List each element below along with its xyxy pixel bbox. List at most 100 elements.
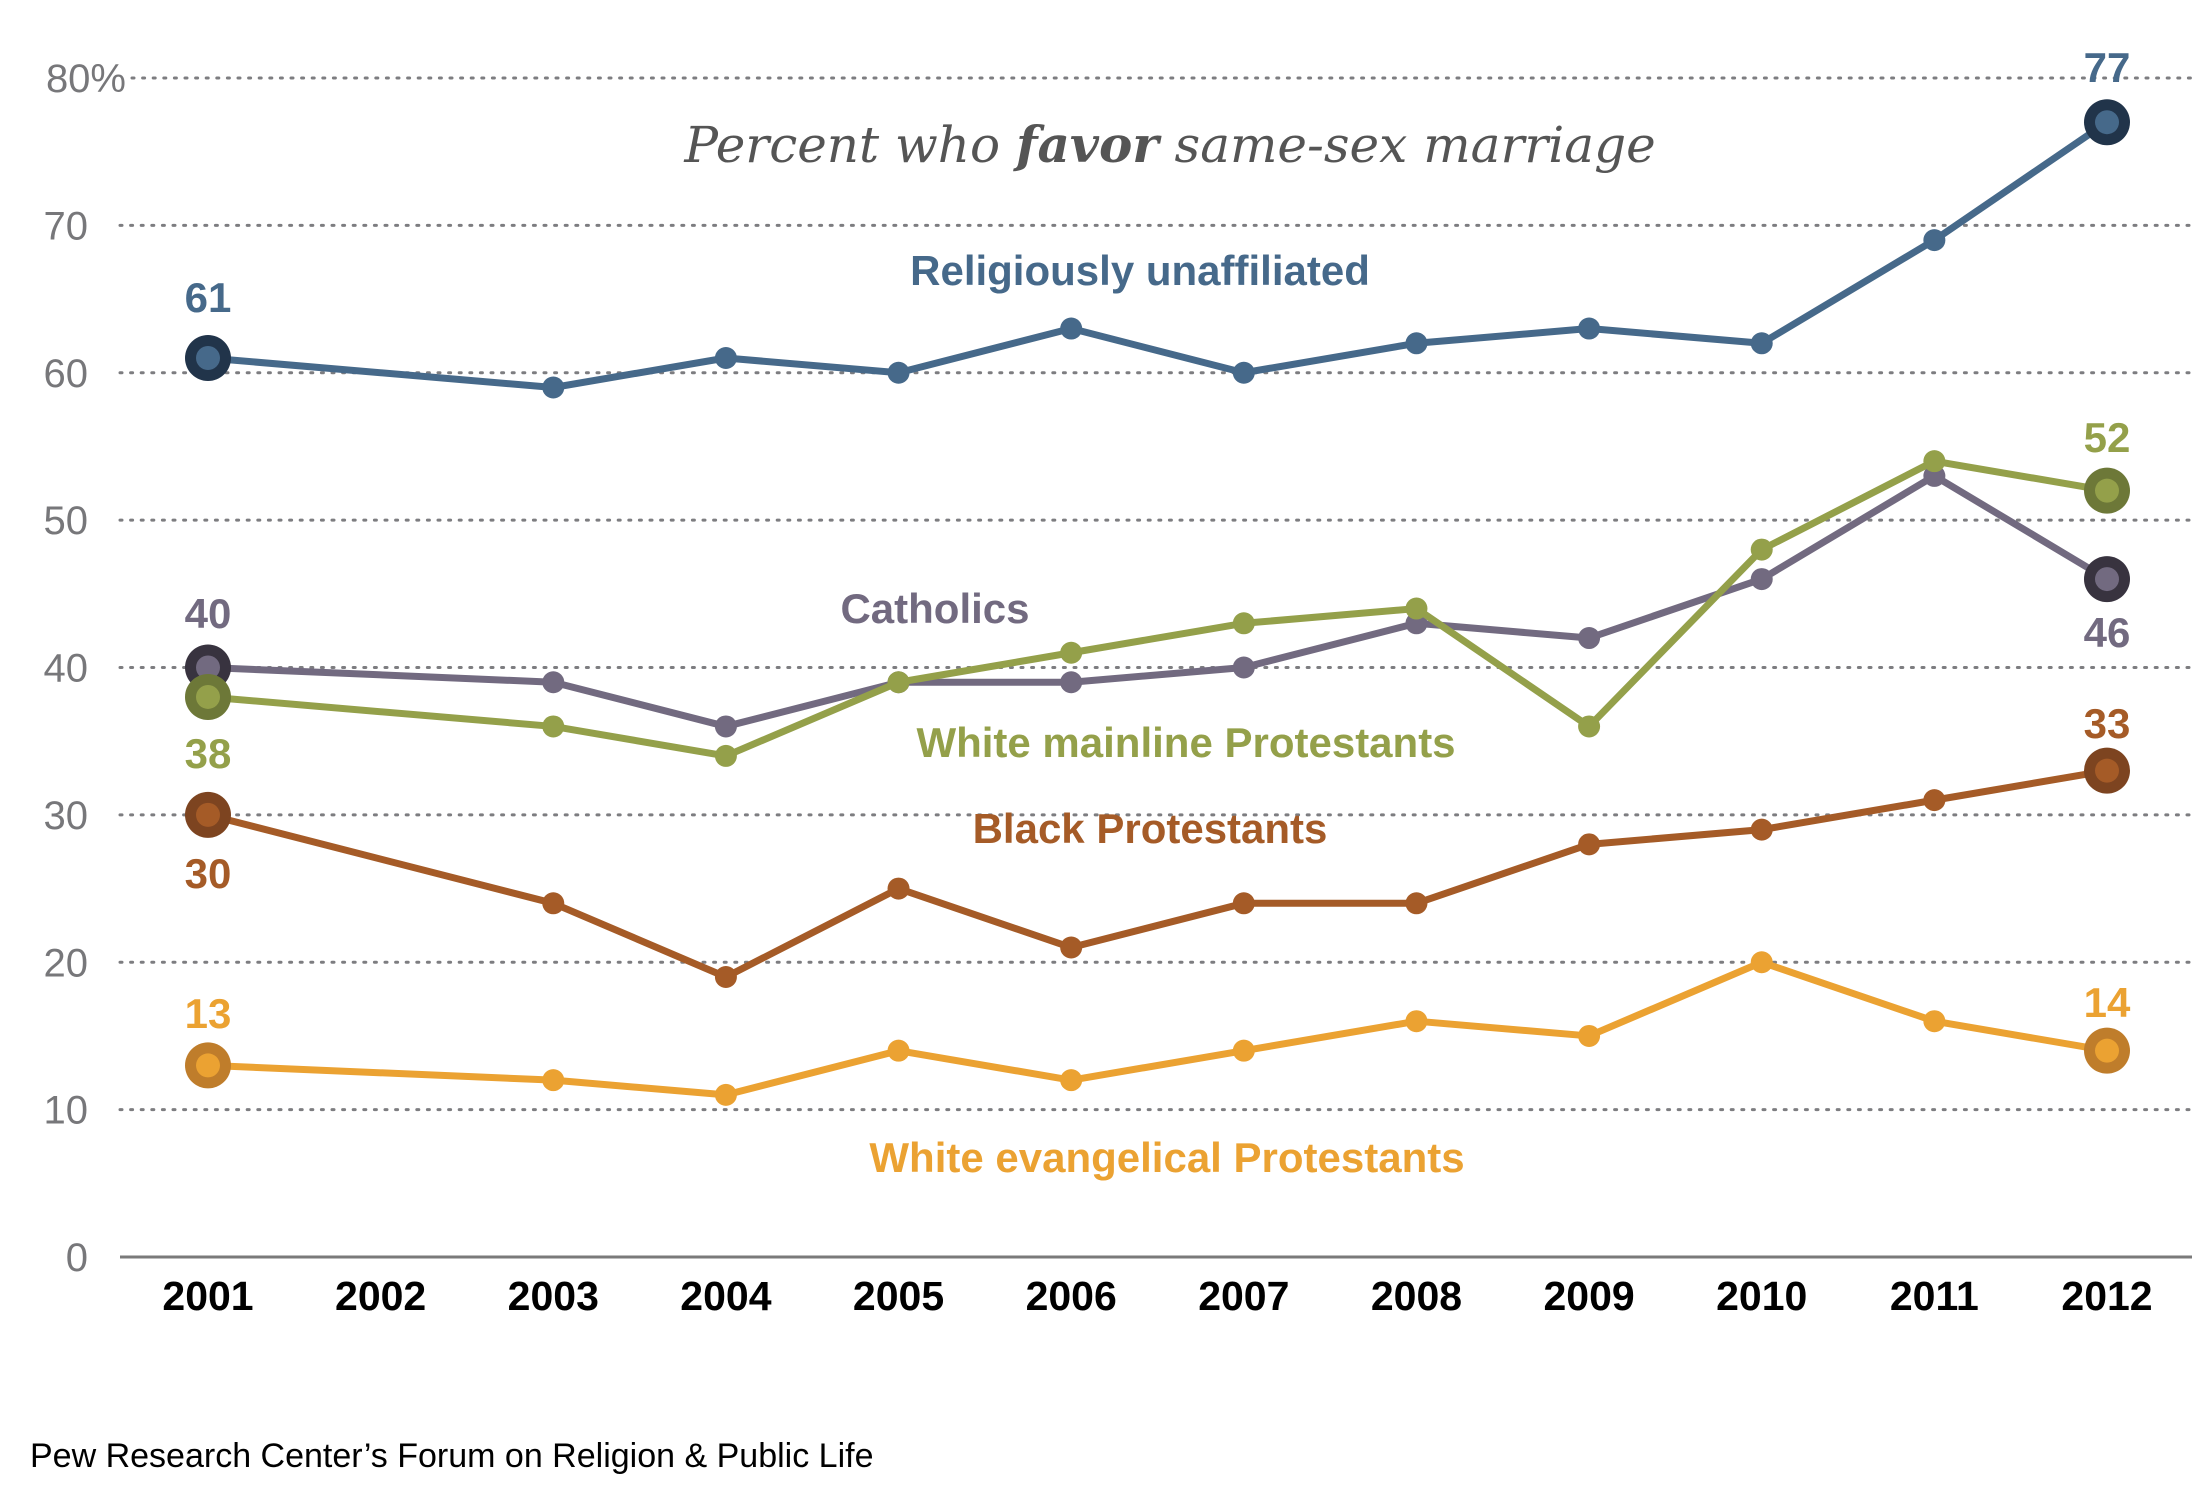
- y-tick-label: 50: [44, 499, 89, 543]
- endpoint-marker-inner: [196, 1053, 220, 1078]
- endpoint-marker-inner: [196, 655, 220, 680]
- endpoint-marker-inner: [196, 684, 220, 709]
- data-point: [542, 376, 565, 399]
- data-point: [1060, 671, 1083, 694]
- data-point: [542, 1069, 565, 1092]
- series-labels: Religiously unaffiliated 61 77 Catholics 40 4…: [185, 44, 2131, 1181]
- x-tick-label: 2006: [1026, 1273, 1117, 1319]
- data-point: [887, 877, 910, 900]
- start-value-label: 30: [185, 850, 232, 897]
- endpoint-marker-inner: [2095, 110, 2119, 135]
- series-label-evangelical: White evangelical Protestants: [869, 1134, 1464, 1181]
- data-point: [1405, 597, 1428, 620]
- data-point: [1405, 1010, 1428, 1033]
- start-value-label: 61: [185, 274, 232, 321]
- end-value-label: 46: [2084, 609, 2131, 656]
- title-text: same-sex marriage: [1159, 116, 1656, 174]
- endpoint-marker-inner: [2095, 758, 2119, 783]
- data-point: [1060, 641, 1083, 664]
- x-tick-label: 2009: [1543, 1273, 1634, 1319]
- series-label-catholics: Catholics: [840, 585, 1029, 632]
- data-point: [1232, 656, 1255, 679]
- x-tick-label: 2002: [335, 1273, 426, 1319]
- series-line-catholics: [207, 472, 2109, 730]
- data-point: [714, 744, 737, 767]
- data-point: [1578, 833, 1601, 856]
- data-point: [1405, 892, 1428, 915]
- series-group: [185, 99, 2130, 1106]
- series-label-mainline: White mainline Protestants: [916, 719, 1455, 766]
- y-tick-label: 60: [44, 352, 89, 396]
- data-point: [887, 1039, 910, 1062]
- y-tick-label: 80%: [46, 57, 126, 101]
- data-point: [1923, 450, 1946, 473]
- end-value-label: 14: [2084, 979, 2131, 1026]
- data-point: [714, 965, 737, 988]
- start-value-label: 13: [185, 990, 232, 1037]
- y-tick-label: 30: [44, 794, 89, 838]
- chart-title: Percent who favor same-sex marriage: [683, 115, 1655, 174]
- y-tick-label: 20: [44, 941, 89, 985]
- data-point: [1578, 627, 1601, 650]
- endpoint-marker-inner: [2095, 1038, 2119, 1063]
- series-label-unaffiliated: Religiously unaffiliated: [910, 247, 1370, 294]
- data-point: [1578, 317, 1601, 340]
- data-point: [1232, 361, 1255, 384]
- gridlines: [118, 76, 2194, 1112]
- data-point: [1578, 715, 1601, 738]
- data-point: [1750, 818, 1773, 841]
- data-point: [1750, 951, 1773, 974]
- series-unaffiliated: [185, 99, 2130, 399]
- data-point: [1232, 892, 1255, 915]
- x-tick-label: 2007: [1198, 1273, 1289, 1319]
- series-evangelical: [185, 951, 2130, 1106]
- series-line-mainline: [207, 457, 2108, 760]
- data-point: [542, 715, 565, 738]
- endpoint-marker-inner: [196, 802, 220, 827]
- data-point: [1750, 538, 1773, 561]
- data-point: [1232, 1039, 1255, 1062]
- y-tick-label: 70: [44, 204, 89, 248]
- title-emphasis: favor: [1013, 115, 1162, 174]
- x-tick-label: 2010: [1716, 1273, 1807, 1319]
- series-line-evangelical: [207, 958, 2108, 1099]
- y-axis-ticks: 0 10 20 30 40 50 60 70 80%: [44, 57, 127, 1280]
- data-point: [542, 671, 565, 694]
- x-tick-label: 2004: [680, 1273, 771, 1319]
- data-point: [714, 715, 737, 738]
- series-mainline: [185, 450, 2130, 767]
- data-point: [1060, 317, 1083, 340]
- data-point: [1232, 612, 1255, 635]
- endpoint-marker-inner: [2095, 567, 2119, 592]
- end-value-label: 52: [2084, 414, 2131, 461]
- start-value-label: 38: [185, 730, 232, 777]
- end-value-label: 33: [2084, 700, 2131, 747]
- series-label-black: Black Protestants: [973, 805, 1328, 852]
- data-point: [1750, 332, 1773, 355]
- x-axis-ticks: 2001 2002 2003 2004 2005 2006 2007 2008 2009 2010…: [162, 1273, 2152, 1319]
- title-text: Percent who: [683, 116, 1016, 174]
- data-point: [1750, 568, 1773, 591]
- start-value-label: 40: [185, 590, 232, 637]
- data-point: [542, 892, 565, 915]
- x-tick-label: 2008: [1371, 1273, 1462, 1319]
- series-line-black: [207, 767, 2108, 981]
- data-point: [1578, 1024, 1601, 1047]
- x-tick-label: 2001: [162, 1273, 253, 1319]
- data-point: [1405, 332, 1428, 355]
- x-tick-label: 2011: [1890, 1273, 1979, 1319]
- y-tick-label: 10: [44, 1089, 89, 1133]
- y-tick-label: 40: [44, 647, 89, 691]
- source-note: Pew Research Center’s Forum on Religion …: [30, 1437, 874, 1475]
- data-point: [714, 347, 737, 370]
- series-black: [185, 747, 2130, 988]
- data-point: [1923, 1010, 1946, 1033]
- x-tick-label: 2003: [508, 1273, 599, 1319]
- data-point: [1060, 1069, 1083, 1092]
- data-point: [887, 671, 910, 694]
- data-point: [1923, 789, 1946, 812]
- x-tick-label: 2012: [2061, 1273, 2152, 1319]
- data-point: [887, 361, 910, 384]
- end-value-label: 77: [2084, 44, 2131, 91]
